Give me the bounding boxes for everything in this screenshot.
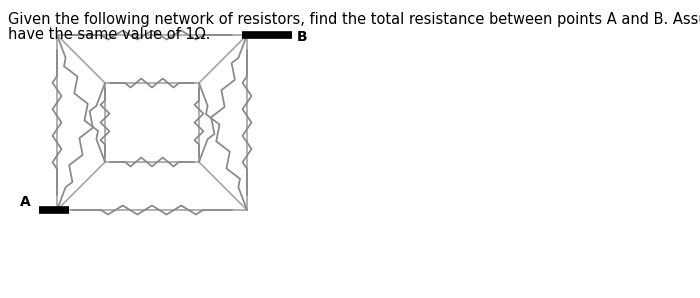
Text: Given the following network of resistors, find the total resistance between poin: Given the following network of resistors… xyxy=(8,12,700,27)
Text: B: B xyxy=(297,30,307,44)
Text: A: A xyxy=(20,195,31,209)
Text: have the same value of 1Ω.: have the same value of 1Ω. xyxy=(8,27,211,42)
